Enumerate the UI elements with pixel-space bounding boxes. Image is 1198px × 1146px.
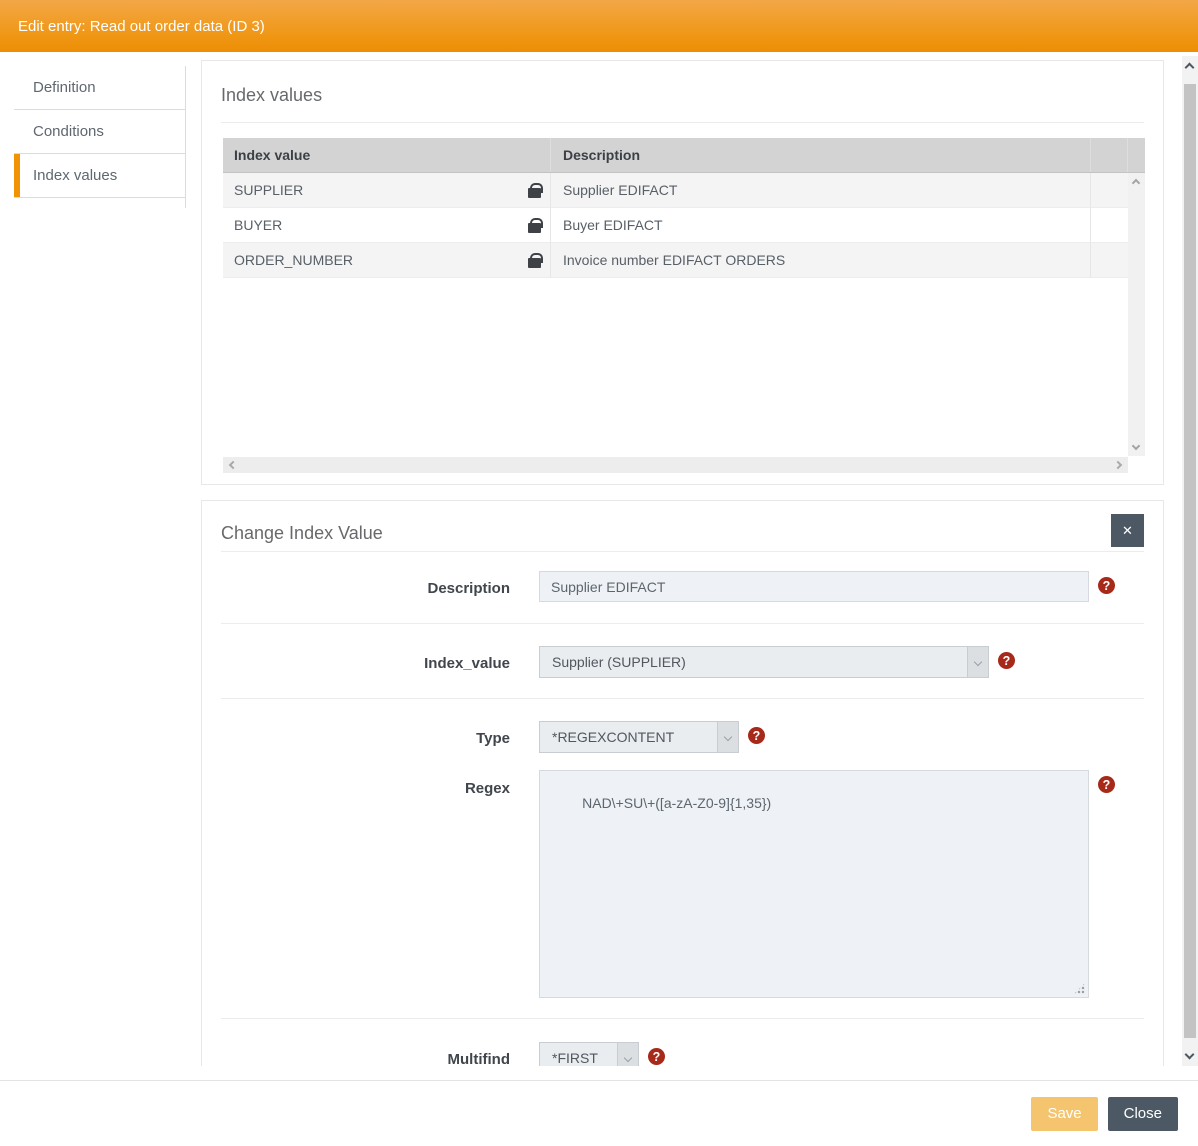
change-index-value-panel: Change Index Value ✕ Description ? Index… xyxy=(201,500,1164,1066)
close-icon: ✕ xyxy=(1122,522,1133,538)
sidebar-item-conditions[interactable]: Conditions xyxy=(14,110,185,154)
multifind-label: Multifind xyxy=(447,1051,510,1066)
sidebar-item-definition[interactable]: Definition xyxy=(14,66,185,110)
lock-icon xyxy=(528,252,543,268)
cell-description: Buyer EDIFACT xyxy=(563,217,663,233)
index-value-label: Index_value xyxy=(424,655,510,672)
table-row[interactable]: ORDER_NUMBER Invoice number EDIFACT ORDE… xyxy=(223,243,1128,278)
scrollbar-thumb[interactable] xyxy=(1184,84,1196,1038)
help-icon[interactable]: ? xyxy=(748,727,765,744)
index-values-table: Index value Description SUPPLIER Supplie… xyxy=(223,138,1145,473)
sidebar: Definition Conditions Index values xyxy=(14,66,186,208)
divider xyxy=(221,1018,1144,1019)
selected-value: Supplier (SUPPLIER) xyxy=(552,654,686,670)
column-header-scroll-spacer xyxy=(1128,138,1145,172)
help-icon[interactable]: ? xyxy=(648,1048,665,1065)
chevron-down-icon[interactable] xyxy=(967,647,988,677)
selected-value: *FIRST xyxy=(552,1050,598,1066)
cell-description: Invoice number EDIFACT ORDERS xyxy=(563,252,786,268)
divider xyxy=(221,623,1144,624)
table-vertical-scrollbar[interactable] xyxy=(1128,173,1145,456)
column-header-index-value: Index value xyxy=(223,138,551,172)
table-row[interactable]: SUPPLIER Supplier EDIFACT xyxy=(223,173,1128,208)
table-horizontal-scrollbar[interactable] xyxy=(223,457,1128,473)
help-icon[interactable]: ? xyxy=(998,652,1015,669)
regex-textarea[interactable]: NAD\+SU\+([a-zA-Z0-9]{1,35}) xyxy=(539,770,1089,998)
dialog-header: Edit entry: Read out order data (ID 3) xyxy=(0,0,1198,52)
panel-title: Change Index Value xyxy=(221,523,383,543)
regex-value: NAD\+SU\+([a-zA-Z0-9]{1,35}) xyxy=(582,795,772,811)
sidebar-item-label: Definition xyxy=(33,79,96,96)
regex-label: Regex xyxy=(464,780,510,797)
cell-description: Supplier EDIFACT xyxy=(563,182,678,198)
lock-icon xyxy=(528,182,543,198)
multifind-select[interactable]: *FIRST xyxy=(539,1042,639,1066)
selected-value: *REGEXCONTENT xyxy=(552,729,675,745)
dialog-footer: Save Close xyxy=(0,1080,1198,1146)
table-header-row: Index value Description xyxy=(223,138,1145,173)
active-indicator xyxy=(14,154,20,197)
panel-title: Index values xyxy=(221,85,323,105)
save-button[interactable]: Save xyxy=(1031,1096,1098,1131)
description-input[interactable] xyxy=(539,571,1089,602)
column-header-spacer xyxy=(1091,138,1128,172)
help-icon[interactable]: ? xyxy=(1098,577,1115,594)
sidebar-item-label: Conditions xyxy=(33,123,104,140)
divider xyxy=(221,122,1144,123)
index-value-select[interactable]: Supplier (SUPPLIER) xyxy=(539,646,989,678)
type-label: Type xyxy=(476,730,510,747)
scroll-left-icon[interactable] xyxy=(228,460,238,470)
sidebar-item-index-values[interactable]: Index values xyxy=(14,154,185,198)
page-scrollbar[interactable] xyxy=(1182,56,1198,1066)
column-header-description: Description xyxy=(551,138,1091,172)
cell-index-value: SUPPLIER xyxy=(234,182,304,198)
divider xyxy=(221,551,1144,552)
scroll-up-icon[interactable] xyxy=(1184,62,1195,73)
cell-index-value: BUYER xyxy=(234,217,283,233)
chevron-down-icon[interactable] xyxy=(717,722,738,752)
dialog-content: Definition Conditions Index values Index… xyxy=(0,52,1182,1066)
scroll-down-icon[interactable] xyxy=(1184,1049,1195,1060)
scroll-down-icon[interactable] xyxy=(1131,441,1141,451)
dialog-title: Edit entry: Read out order data (ID 3) xyxy=(18,17,265,35)
description-label: Description xyxy=(427,580,510,597)
sidebar-item-label: Index values xyxy=(33,167,118,184)
close-button[interactable]: Close xyxy=(1107,1096,1178,1131)
help-icon[interactable]: ? xyxy=(1098,776,1115,793)
type-select[interactable]: *REGEXCONTENT xyxy=(539,721,739,753)
table-row[interactable]: BUYER Buyer EDIFACT xyxy=(223,208,1128,243)
close-panel-button[interactable]: ✕ xyxy=(1111,514,1144,547)
chevron-down-icon[interactable] xyxy=(617,1043,638,1066)
table-body: SUPPLIER Supplier EDIFACT BUYER Buye xyxy=(223,173,1145,456)
index-values-panel: Index values Index value Description SUP… xyxy=(201,60,1164,485)
scroll-right-icon[interactable] xyxy=(1113,460,1123,470)
cell-index-value: ORDER_NUMBER xyxy=(234,252,354,268)
scroll-up-icon[interactable] xyxy=(1131,178,1141,188)
divider xyxy=(221,698,1144,699)
lock-icon xyxy=(528,217,543,233)
resize-grip-icon[interactable] xyxy=(1074,983,1085,994)
